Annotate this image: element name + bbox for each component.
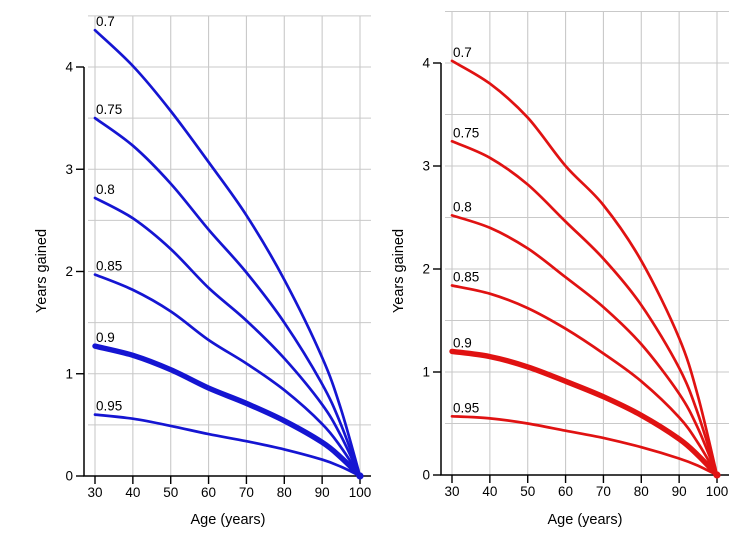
curve-0.85 (93, 273, 362, 478)
curve-label-0.8: 0.8 (96, 182, 115, 197)
x-tick-label: 40 (482, 484, 497, 499)
curve-0.75 (450, 139, 719, 477)
curve-0.9 (449, 348, 720, 478)
x-tick-label: 90 (672, 484, 687, 499)
x-tick-label: 80 (634, 484, 649, 499)
x-tick-label: 40 (125, 485, 140, 500)
x-tick-label: 70 (239, 485, 254, 500)
y-tick-label: 2 (65, 264, 73, 279)
curve-0.7 (450, 59, 719, 477)
curve-label-0.7: 0.7 (96, 14, 115, 29)
x-axis-title-right: Age (years) (547, 512, 623, 528)
curve-label-0.75: 0.75 (453, 125, 479, 140)
x-tick-label: 50 (520, 484, 535, 499)
y-tick-label: 2 (422, 262, 430, 277)
curve-0.85 (450, 284, 719, 477)
curve-0.8 (450, 214, 719, 477)
x-tick-label: 30 (444, 484, 459, 499)
curve-0.95 (450, 414, 719, 477)
curve-label-0.9: 0.9 (96, 330, 115, 345)
curve-label-0.75: 0.75 (96, 102, 122, 117)
y-tick-label: 3 (65, 162, 73, 177)
convergence-point (713, 471, 721, 479)
x-tick-label: 80 (277, 485, 292, 500)
x-tick-label: 90 (315, 485, 330, 500)
curve-label-0.95: 0.95 (96, 399, 122, 414)
x-axis-title-left: Age (years) (190, 512, 266, 528)
curve-label-0.8: 0.8 (453, 199, 472, 214)
y-tick-label: 1 (65, 366, 73, 381)
x-tick-label: 60 (201, 485, 216, 500)
curve-label-0.95: 0.95 (453, 400, 479, 415)
curve-0.9 (92, 343, 363, 479)
y-tick-label: 4 (65, 60, 73, 75)
y-tick-label: 0 (65, 469, 73, 484)
curve-0.95 (93, 413, 362, 478)
y-tick-label: 4 (422, 56, 430, 71)
x-tick-label: 100 (706, 484, 729, 499)
y-tick-label: 0 (422, 468, 430, 483)
y-axis-title-left: Years gained (34, 228, 50, 314)
curve-label-0.9: 0.9 (453, 335, 472, 350)
x-tick-label: 30 (87, 485, 102, 500)
x-tick-label: 50 (163, 485, 178, 500)
curve-label-0.7: 0.7 (453, 45, 472, 60)
curve-label-0.85: 0.85 (96, 259, 122, 274)
curve-0.8 (93, 196, 362, 478)
x-tick-label: 100 (349, 485, 372, 500)
y-axis-title-right: Years gained (391, 228, 407, 314)
y-tick-label: 1 (422, 365, 430, 380)
x-tick-label: 70 (596, 484, 611, 499)
x-tick-label: 60 (558, 484, 573, 499)
y-tick-label: 3 (422, 159, 430, 174)
curve-0.7 (93, 28, 362, 478)
convergence-point (356, 472, 364, 480)
curve-0.75 (93, 116, 362, 478)
curve-label-0.85: 0.85 (453, 269, 479, 284)
